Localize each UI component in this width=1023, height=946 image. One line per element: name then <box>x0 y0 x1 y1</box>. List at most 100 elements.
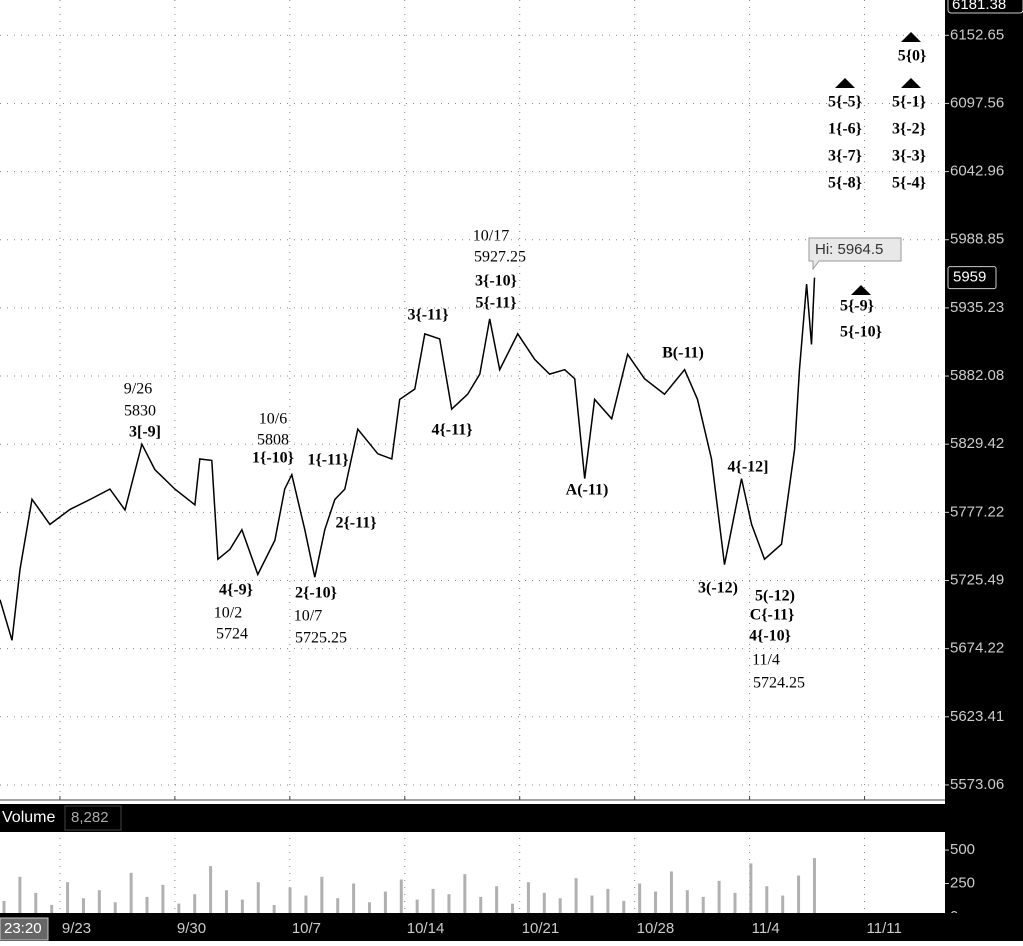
volume-bar <box>224 890 228 913</box>
volume-bar <box>733 892 737 913</box>
volume-bar <box>18 876 22 913</box>
volume-bar <box>558 898 562 913</box>
x-tick-label: 10/7 <box>292 920 321 937</box>
volume-bar <box>654 891 658 913</box>
y-tick-label: 6042.96 <box>950 163 1004 180</box>
wave-label: 5724 <box>216 626 248 643</box>
wave-label: 4{-12] <box>728 459 769 476</box>
wave-label: 3{-10} <box>475 273 517 290</box>
top-price-box <box>947 0 1023 14</box>
y-tick-label: 5674.22 <box>950 640 1004 657</box>
volume-bar <box>685 890 689 913</box>
wave-label: 5{-4} <box>892 175 926 192</box>
wave-label: 5725.25 <box>295 630 347 647</box>
volume-bar <box>256 882 260 913</box>
volume-title: Volume <box>2 809 55 826</box>
wave-label: 1{-6} <box>828 121 862 138</box>
time-axis-panel <box>0 913 1023 941</box>
wave-label: 2{-10} <box>295 585 337 602</box>
volume-bar <box>622 900 626 913</box>
wave-label: 1{-11} <box>307 452 348 469</box>
wave-label: 4{-9} <box>219 582 253 599</box>
volume-bar <box>749 863 753 913</box>
target-marker <box>901 78 921 88</box>
y-tick-label: 6097.56 <box>950 94 1004 111</box>
volume-bar <box>431 888 435 913</box>
volume-bar <box>542 892 546 913</box>
volume-bar <box>129 872 133 913</box>
wave-label: 3{-2} <box>892 121 926 138</box>
volume-bar <box>797 875 801 913</box>
high-bubble <box>808 237 902 271</box>
y-tick-label: 5777.22 <box>950 503 1004 520</box>
wave-label: 10/7 <box>294 608 322 625</box>
wave-label: 5808 <box>257 432 289 449</box>
wave-label: 5{-5} <box>828 94 862 111</box>
wave-label: 5830 <box>124 403 156 420</box>
target-marker <box>851 285 871 295</box>
volume-bar <box>304 895 308 913</box>
volume-bar <box>526 882 530 913</box>
volume-bar <box>34 892 38 913</box>
volume-bar <box>50 904 54 913</box>
last-price-box <box>947 266 997 290</box>
volume-header <box>0 804 945 832</box>
wave-label: 5{-11} <box>475 295 516 312</box>
volume-bar <box>336 898 340 913</box>
volume-bar <box>765 886 769 913</box>
wave-label: 5927.25 <box>474 249 526 266</box>
y-tick-label: 5882.08 <box>950 367 1004 384</box>
wave-label: 5{-9} <box>840 298 874 315</box>
wave-label: 10/6 <box>259 411 287 428</box>
volume-bar <box>701 896 705 913</box>
x-tick-label: 9/30 <box>177 920 206 937</box>
x-tick-label: 10/28 <box>637 920 675 937</box>
wave-label: 3[-9] <box>129 424 161 441</box>
price-axis-panel <box>945 0 1023 941</box>
volume-bar <box>638 883 642 913</box>
volume-bar <box>113 902 117 913</box>
x-tick-label: 11/11 <box>867 920 902 937</box>
time-box <box>0 917 49 941</box>
volume-bar <box>399 879 403 913</box>
last-price-label: 5959 <box>953 269 986 286</box>
wave-label: 5{-10} <box>840 324 882 341</box>
x-tick-label: 9/23 <box>62 920 91 937</box>
y-tick-label: 5935.23 <box>950 299 1004 316</box>
target-marker <box>901 32 921 42</box>
volume-bar <box>145 896 149 913</box>
y-tick-label: 5829.42 <box>950 435 1004 452</box>
volume-bar <box>272 904 276 913</box>
volume-bar <box>352 883 356 913</box>
volume-bar <box>669 871 673 913</box>
volume-tick-label: 500 <box>950 841 975 858</box>
volume-bar <box>415 899 419 913</box>
volume-bar <box>812 858 816 913</box>
wave-label: 11/4 <box>752 652 780 669</box>
volume-bar <box>463 874 467 913</box>
wave-label: 3(-12) <box>698 580 738 597</box>
volume-bar <box>447 894 451 913</box>
wave-label: 3{-7} <box>828 148 862 165</box>
volume-bar <box>590 895 594 913</box>
wave-label: 4{-10} <box>749 628 791 645</box>
volume-bar <box>240 899 244 913</box>
y-tick-label: 6152.65 <box>950 26 1004 43</box>
volume-bar <box>97 890 101 913</box>
volume-tick-label: 250 <box>950 874 975 891</box>
volume-bar <box>288 887 292 913</box>
wave-label: A(-11) <box>566 482 609 499</box>
wave-label: 5(-12) <box>755 588 795 605</box>
top-price-label: 6181.38 <box>952 0 1006 13</box>
volume-bar <box>193 894 197 913</box>
wave-label: C{-11} <box>750 607 795 624</box>
wave-label: 5{-1} <box>892 94 926 111</box>
x-tick-label: 10/21 <box>522 920 560 937</box>
time-label: 23:20 <box>4 920 42 937</box>
x-tick-label: 10/14 <box>407 920 445 937</box>
volume-value-box <box>64 805 122 831</box>
volume-bar <box>717 880 721 913</box>
wave-label: B(-11) <box>662 345 704 362</box>
volume-bar <box>161 884 165 913</box>
